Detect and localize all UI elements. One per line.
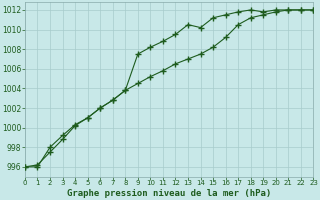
X-axis label: Graphe pression niveau de la mer (hPa): Graphe pression niveau de la mer (hPa) [67,189,271,198]
